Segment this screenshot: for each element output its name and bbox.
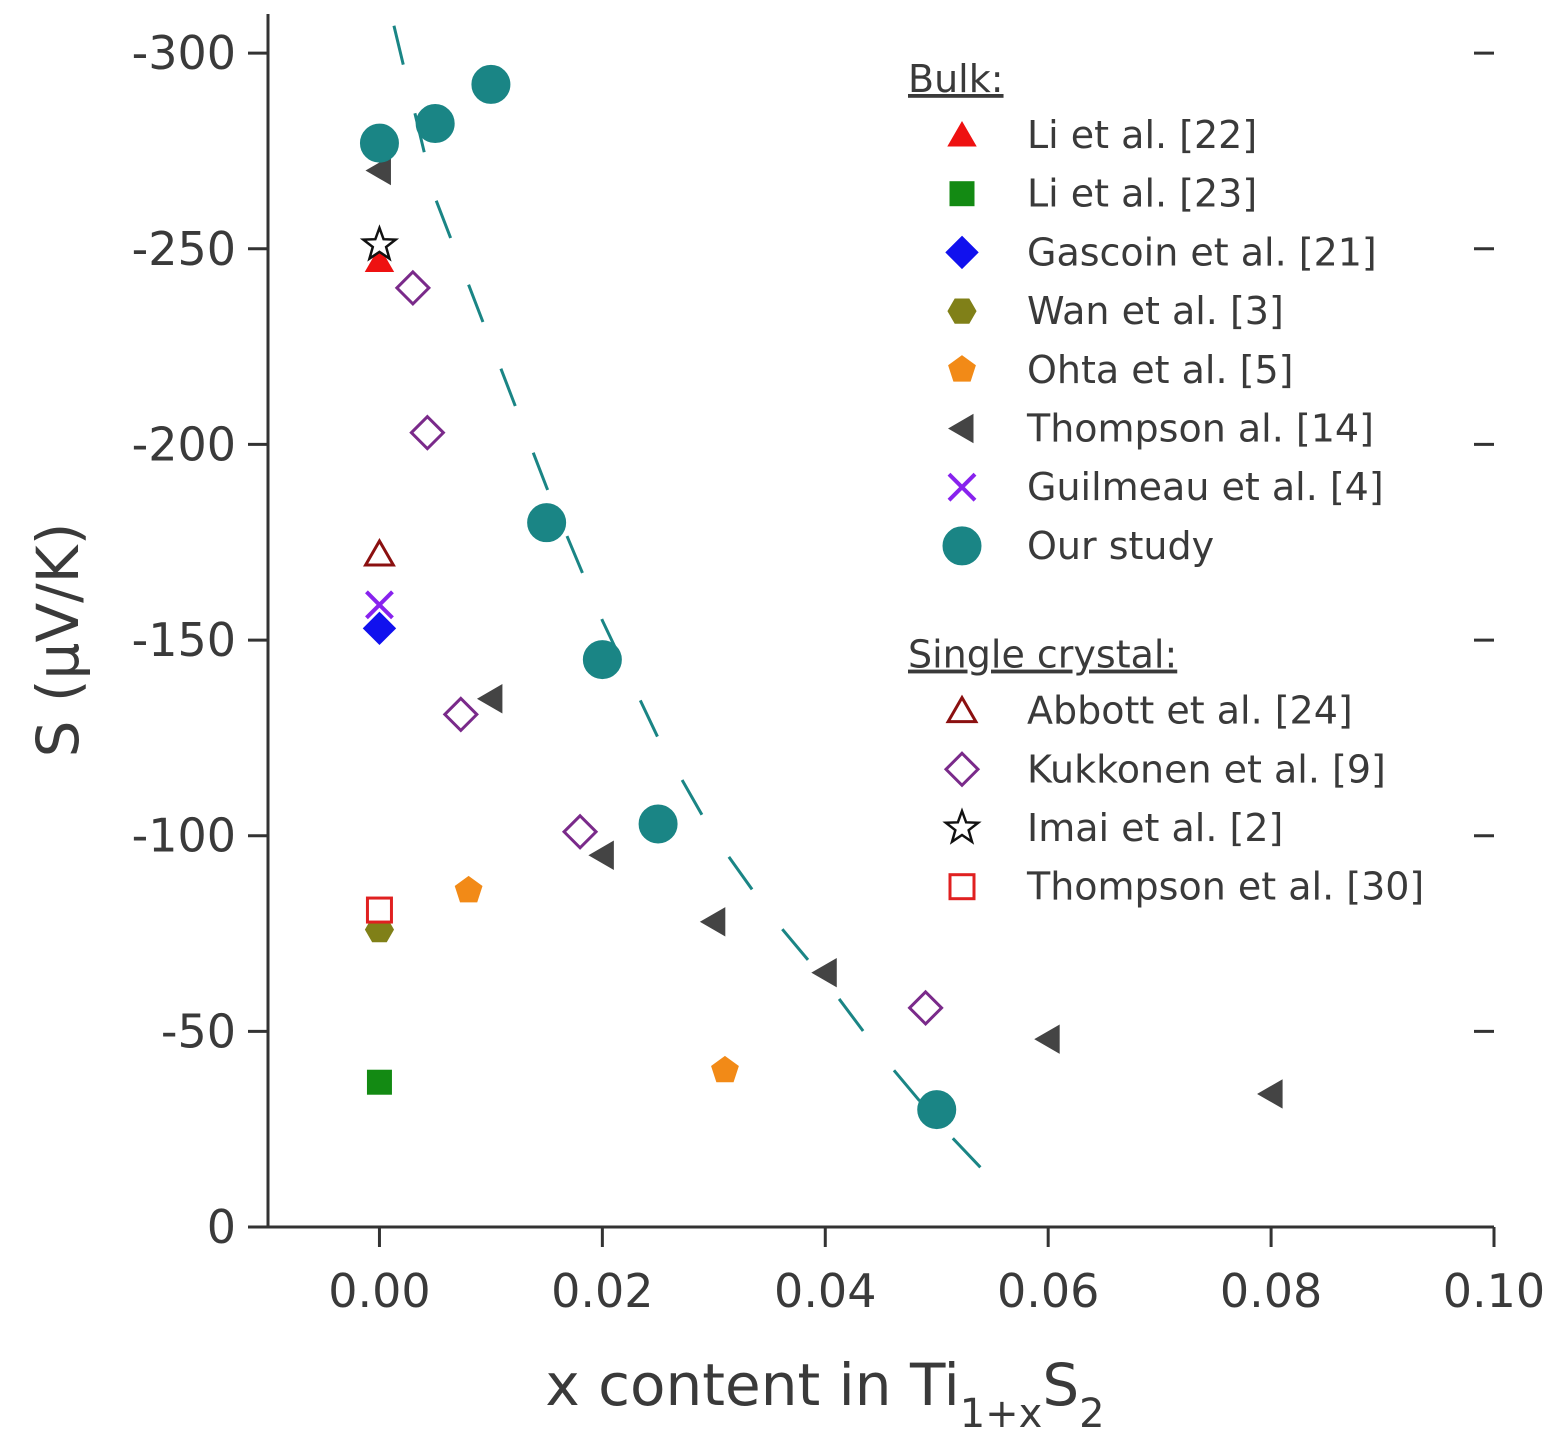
data-point <box>1034 1024 1060 1054</box>
trend-line <box>392 25 994 1182</box>
x-tick-label: 0.04 <box>774 1264 876 1318</box>
x-label-part: S <box>1042 1351 1079 1419</box>
legend-marker <box>947 120 977 147</box>
legend-label: Li et al. [23] <box>1027 172 1257 216</box>
data-point <box>476 684 503 714</box>
legend-marker <box>942 807 982 845</box>
legend-label: Li et al. [22] <box>1027 113 1257 157</box>
data-point <box>699 907 726 937</box>
data-point <box>366 1069 392 1095</box>
legend-marker <box>948 873 976 901</box>
x-tick-label: 0.10 <box>1443 1264 1545 1318</box>
data-point <box>415 104 455 144</box>
legend-group-title: Single crystal: <box>908 633 1177 677</box>
y-tick-label: -100 <box>132 809 236 863</box>
legend-marker <box>947 298 977 324</box>
data-point <box>588 840 614 870</box>
legend-label: Guilmeau et al. [4] <box>1027 465 1384 509</box>
data-point <box>582 640 622 680</box>
data-point <box>917 1090 957 1130</box>
legend-label: Kukkonen et al. [9] <box>1027 747 1386 791</box>
y-tick-label: -300 <box>132 26 236 80</box>
legend-label: Our study <box>1027 524 1214 568</box>
data-point <box>471 64 511 104</box>
legend-marker <box>945 235 979 270</box>
y-tick-label: -250 <box>132 222 236 276</box>
data-point <box>811 957 837 988</box>
legend-label: Thompson et al. [30] <box>1026 865 1424 909</box>
legend-marker <box>943 751 981 788</box>
legend-label: Ohta et al. [5] <box>1027 348 1293 392</box>
x-label-subscript: 2 <box>1079 1391 1104 1437</box>
data-point <box>454 875 483 903</box>
data-point <box>365 896 393 924</box>
data-point <box>394 269 432 307</box>
x-tick-label: 0.00 <box>328 1264 430 1318</box>
x-axis-label: x content in Ti1+xS2 <box>545 1351 1104 1437</box>
legend-group-title: Bulk: <box>908 57 1004 101</box>
legend-marker <box>947 472 977 502</box>
data-point <box>907 989 944 1026</box>
data-point <box>527 503 567 543</box>
legend-marker <box>945 694 979 724</box>
x-label-subscript: 1+x <box>960 1391 1043 1437</box>
y-tick-label: -50 <box>161 1004 236 1058</box>
data-point <box>1257 1079 1283 1109</box>
data-point <box>409 414 446 451</box>
legend-marker <box>942 526 982 566</box>
y-tick-label: -200 <box>132 417 236 471</box>
data-point <box>365 155 391 186</box>
x-label-part: x content in Ti <box>545 1351 959 1419</box>
data-point <box>638 804 678 844</box>
legend-marker <box>948 355 976 382</box>
data-point <box>365 590 394 620</box>
x-tick-label: 0.02 <box>551 1264 653 1318</box>
y-tick-label: -150 <box>132 613 236 667</box>
x-tick-label: 0.08 <box>1220 1264 1322 1318</box>
y-tick-label: 0 <box>207 1200 236 1254</box>
data-point <box>561 813 599 850</box>
legend-label: Imai et al. [2] <box>1027 806 1283 850</box>
legend-marker <box>948 413 974 444</box>
data-point <box>442 696 479 733</box>
data-point <box>363 537 396 567</box>
data-point <box>359 123 399 163</box>
x-tick-label: 0.06 <box>997 1264 1099 1318</box>
legend-label: Thompson al. [14] <box>1026 407 1374 451</box>
y-axis-label: S (μV/K) <box>24 523 92 758</box>
legend-label: Abbott et al. [24] <box>1027 689 1353 733</box>
data-point <box>711 1055 739 1083</box>
data-point <box>364 246 395 273</box>
data-point <box>362 611 397 646</box>
data-point <box>359 224 400 262</box>
legend-label: Gascoin et al. [21] <box>1027 230 1377 274</box>
legend-marker <box>949 181 975 207</box>
legend-label: Wan et al. [3] <box>1027 289 1284 333</box>
